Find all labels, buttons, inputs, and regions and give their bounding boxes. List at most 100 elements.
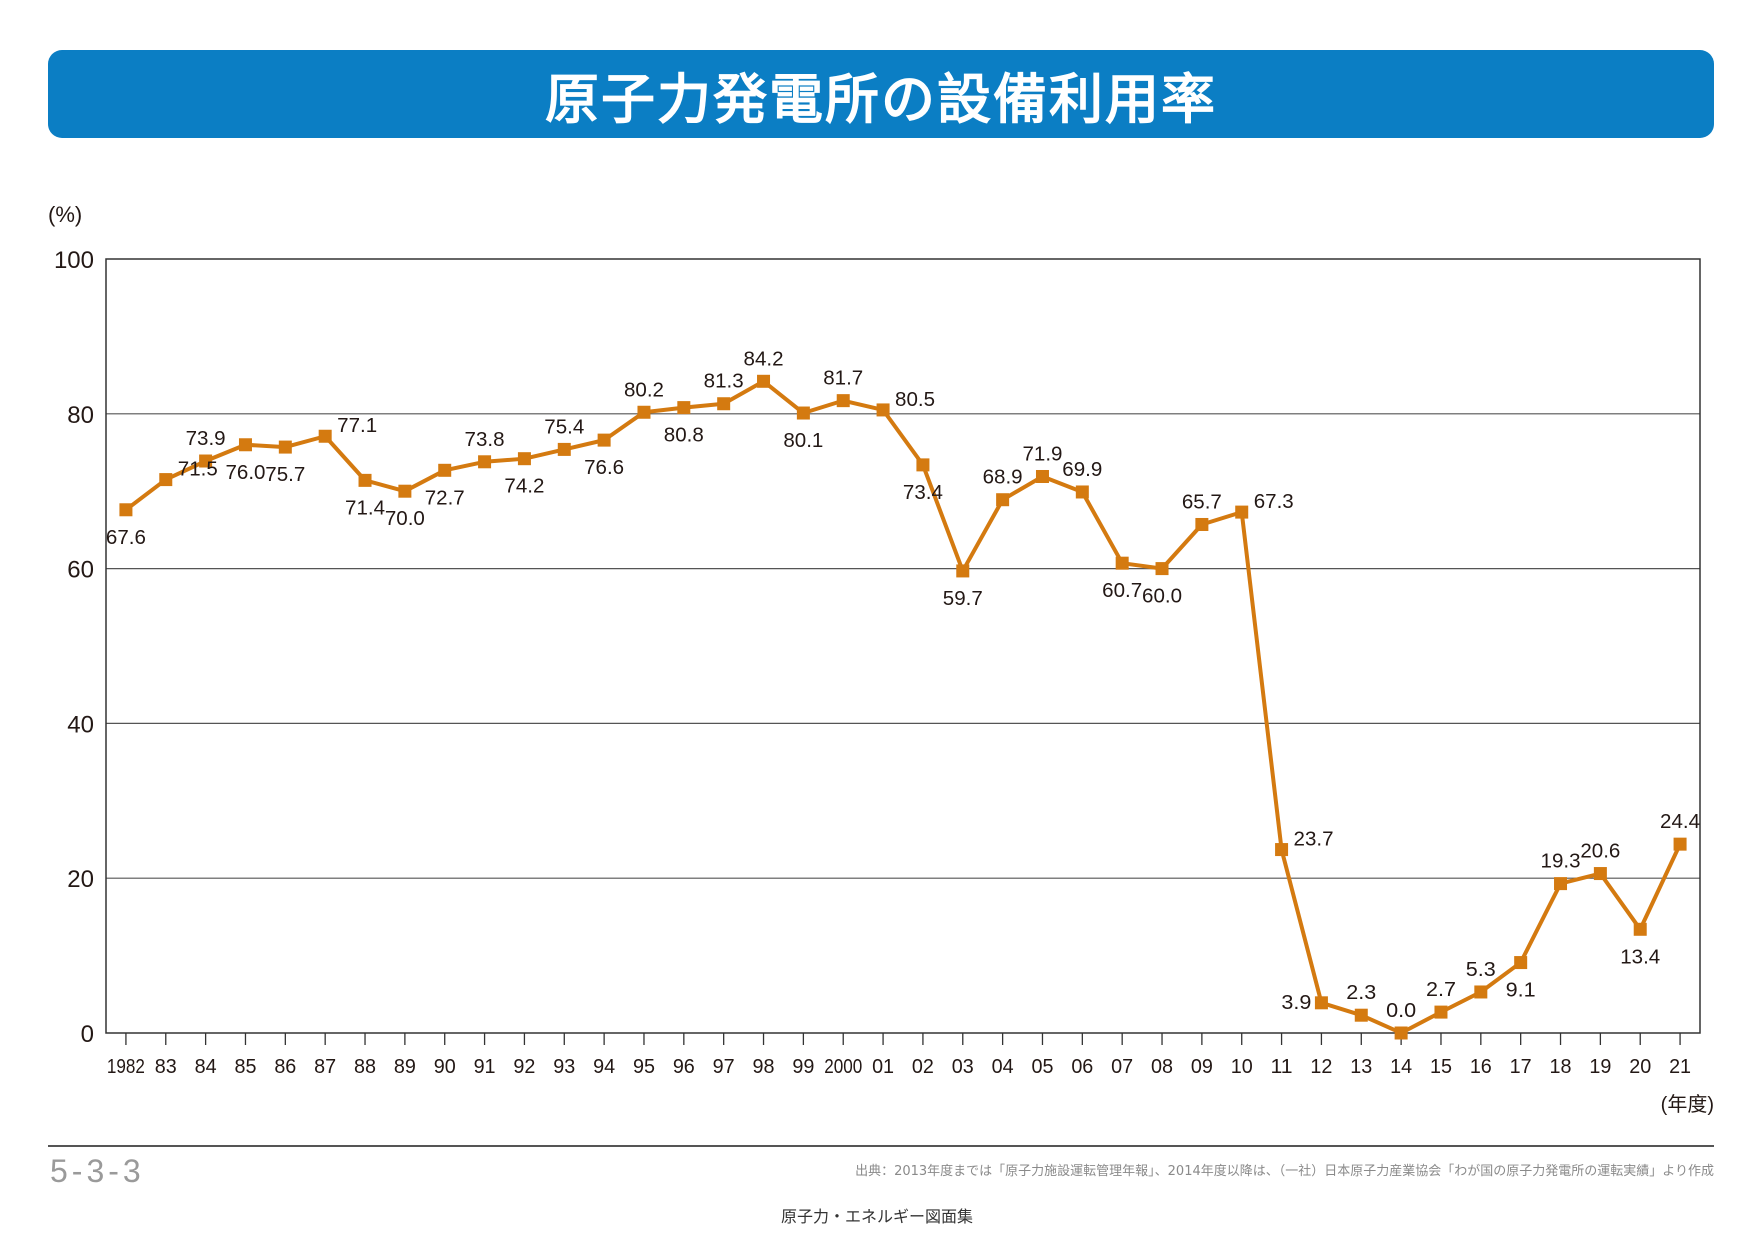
y-tick-label: 80 — [67, 402, 94, 429]
data-label: 23.7 — [1294, 829, 1334, 851]
source-note: 出典：2013年度までは「原子力施設運転管理年報」、2014年度以降は、（一社）… — [855, 1164, 1714, 1179]
data-point — [796, 406, 810, 420]
data-point — [717, 397, 731, 411]
data-label: 81.3 — [704, 371, 744, 393]
x-tick-label: 10 — [1231, 1056, 1253, 1078]
x-tick-label: 92 — [513, 1056, 535, 1078]
data-point — [358, 473, 372, 487]
data-point — [398, 484, 412, 498]
data-label: 76.6 — [584, 457, 624, 479]
title-banner: 原子力発電所の設備利用率 — [48, 50, 1714, 138]
x-tick-label: 11 — [1271, 1056, 1293, 1078]
data-point — [1354, 1008, 1368, 1022]
data-label: 80.1 — [783, 430, 823, 452]
data-label: 60.7 — [1102, 580, 1142, 602]
data-label: 69.9 — [1062, 459, 1102, 481]
data-label: 74.2 — [504, 476, 544, 498]
page-title: 原子力発電所の設備利用率 — [545, 67, 1217, 131]
data-label: 3.9 — [1281, 992, 1311, 1014]
x-tick-label: 13 — [1350, 1056, 1372, 1078]
y-tick-label: 40 — [67, 711, 94, 738]
data-label: 73.8 — [465, 429, 505, 451]
x-axis-label: (年度) — [1661, 1093, 1714, 1116]
data-label: 80.5 — [895, 389, 935, 411]
data-label: 71.5 — [178, 459, 218, 481]
data-point — [238, 438, 252, 452]
data-point — [1633, 922, 1647, 936]
x-tick-label: 83 — [155, 1056, 177, 1078]
x-tick-label: 2000 — [824, 1056, 862, 1078]
data-point — [318, 429, 332, 443]
data-label: 81.7 — [823, 368, 863, 390]
plot-area — [105, 258, 1701, 1034]
data-label: 75.7 — [265, 464, 305, 486]
x-tick-label: 12 — [1310, 1056, 1332, 1078]
data-label: 76.0 — [225, 462, 265, 484]
data-point — [916, 458, 930, 472]
x-tick-label: 17 — [1510, 1056, 1532, 1078]
data-point — [478, 455, 492, 469]
data-point — [1314, 996, 1328, 1010]
x-tick-label: 97 — [713, 1056, 735, 1078]
data-label: 19.3 — [1541, 851, 1581, 873]
x-tick-label: 99 — [792, 1056, 814, 1078]
data-label: 9.1 — [1506, 980, 1536, 1002]
data-label: 5.3 — [1466, 959, 1496, 981]
x-tick-label: 86 — [274, 1056, 296, 1078]
page-code: 5-3-3 — [50, 1153, 145, 1189]
x-tick-label: 91 — [474, 1056, 496, 1078]
x-tick-label: 90 — [434, 1056, 456, 1078]
y-tick-label: 0 — [81, 1021, 94, 1048]
data-label: 65.7 — [1182, 491, 1222, 513]
x-tick-label: 15 — [1430, 1056, 1452, 1078]
x-tick-label: 03 — [952, 1056, 974, 1078]
data-point — [1195, 517, 1209, 531]
data-point — [1275, 843, 1289, 857]
data-label: 75.4 — [544, 416, 584, 438]
data-point — [1673, 837, 1687, 851]
footer-divider — [48, 1145, 1714, 1147]
data-label: 60.0 — [1142, 586, 1182, 608]
x-tick-label: 04 — [992, 1056, 1014, 1078]
x-tick-label: 98 — [753, 1056, 775, 1078]
data-point — [757, 374, 771, 388]
x-tick-label: 87 — [314, 1056, 336, 1078]
data-label: 71.9 — [1022, 443, 1062, 465]
x-tick-label: 21 — [1669, 1056, 1691, 1078]
data-label: 59.7 — [943, 588, 983, 610]
series-line — [124, 379, 1682, 1035]
x-tick-label: 95 — [633, 1056, 655, 1078]
data-label: 72.7 — [425, 487, 465, 509]
data-label: 68.9 — [983, 467, 1023, 489]
x-tick-label: 07 — [1111, 1056, 1133, 1078]
data-point — [1434, 1005, 1448, 1019]
x-tick-label: 96 — [673, 1056, 695, 1078]
x-tick-label: 84 — [195, 1056, 217, 1078]
data-point — [1075, 485, 1089, 499]
data-point — [1593, 867, 1607, 881]
data-point — [1474, 985, 1488, 999]
data-point — [1035, 469, 1049, 483]
data-label: 24.4 — [1660, 811, 1700, 833]
x-tick-label: 88 — [354, 1056, 376, 1078]
data-label: 80.2 — [624, 379, 664, 401]
data-point — [1155, 562, 1169, 576]
data-label: 73.4 — [903, 482, 943, 504]
data-point — [1235, 505, 1249, 519]
data-label: 13.4 — [1620, 946, 1660, 968]
x-tick-label: 14 — [1390, 1056, 1412, 1078]
data-label: 67.6 — [106, 527, 146, 549]
data-point — [119, 503, 133, 517]
y-tick-label: 60 — [67, 557, 94, 584]
data-label: 80.8 — [664, 425, 704, 447]
data-label: 20.6 — [1580, 841, 1620, 863]
data-point — [1514, 956, 1528, 970]
data-label: 2.7 — [1426, 979, 1456, 1001]
data-point — [1115, 556, 1129, 570]
data-label: 70.0 — [385, 508, 425, 530]
data-point — [637, 405, 651, 419]
book-title: 原子力・エネルギー図面集 — [780, 1207, 973, 1226]
data-point — [1394, 1026, 1408, 1040]
data-label: 73.9 — [186, 428, 226, 450]
